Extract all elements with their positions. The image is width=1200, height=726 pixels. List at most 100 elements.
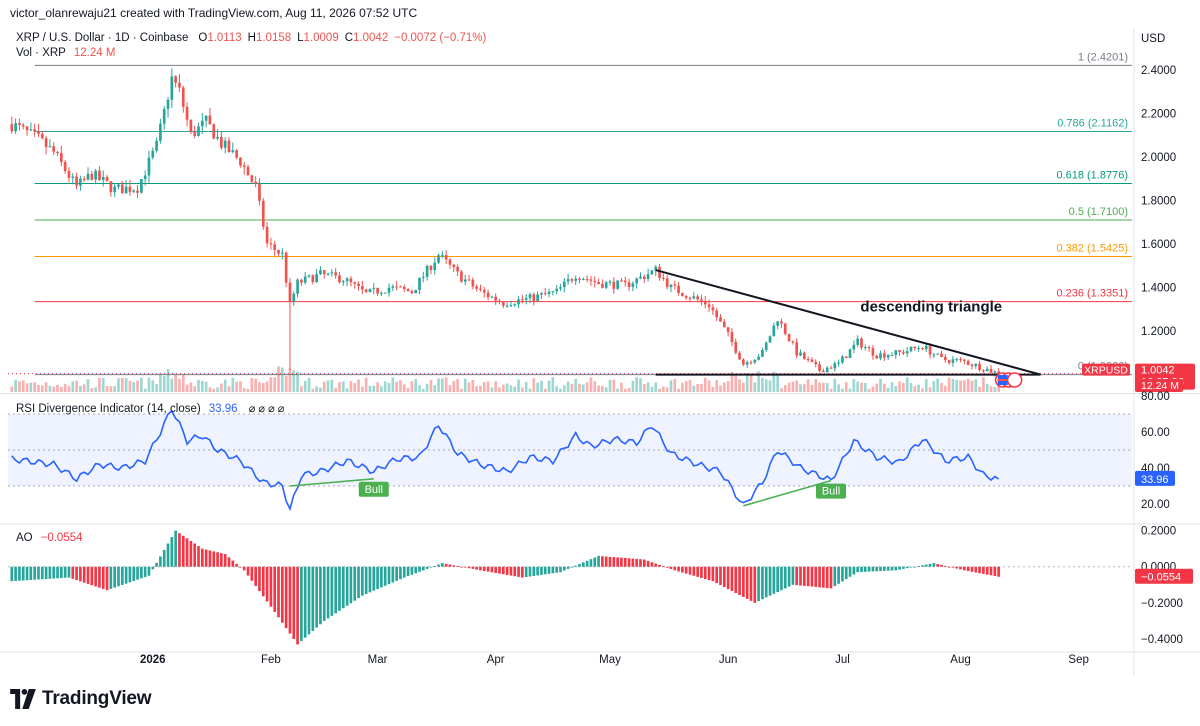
candlestick-series[interactable] <box>10 68 1000 377</box>
volume-bar <box>368 385 372 392</box>
volume-bar <box>715 380 719 392</box>
volume-bar <box>551 377 555 392</box>
ao-histogram-bar <box>56 566 59 579</box>
ao-histogram-bar <box>353 566 357 601</box>
ao-value: −0.0554 <box>41 532 83 544</box>
ao-panel[interactable]: AO −0.0554 <box>8 530 1132 645</box>
triangle-resistance-line[interactable] <box>655 269 1041 376</box>
candle-body <box>635 278 639 284</box>
candle-body <box>170 76 174 100</box>
volume-bar <box>143 388 147 392</box>
ao-histogram-bar <box>14 566 17 581</box>
volume-bar <box>372 385 376 392</box>
rsi-panel[interactable]: Bull Bull RSI Divergence Indicator (14, cl… <box>8 403 1132 512</box>
volume-bar <box>719 385 722 392</box>
candle-body <box>825 367 829 373</box>
ao-histogram-bar <box>471 566 475 569</box>
candle-body <box>917 348 920 350</box>
candle-body <box>650 270 654 275</box>
ao-histogram-bar <box>364 566 368 594</box>
candle-body <box>200 120 204 127</box>
candle-body <box>936 353 940 355</box>
volume-value: 12.24 M <box>74 47 116 59</box>
time-tick-label: Mar <box>368 654 388 666</box>
rsi-hidden-params-icon: ⌀ ⌀ ⌀ ⌀ <box>249 403 285 415</box>
candle-body <box>29 129 33 131</box>
volume-bar <box>235 381 238 392</box>
fib-retracement[interactable]: 1 (2.4201) 0.786 (2.1162) 0.618 (1.8776) 0.… <box>34 51 1132 376</box>
candle-body <box>124 186 128 194</box>
ao-histogram-bar <box>822 566 825 588</box>
ohlc-key: C <box>345 32 353 44</box>
ao-histogram-bar <box>844 566 848 580</box>
volume-badge-text: 12.24 M <box>1141 380 1179 392</box>
volume-bar <box>174 374 177 392</box>
candle-body <box>616 280 619 289</box>
volume-bar <box>890 382 894 392</box>
candle-body <box>395 286 398 288</box>
candle-body <box>311 275 315 283</box>
time-axis[interactable]: 2026 Feb Mar Apr May Jun Jul Aug Sep <box>140 654 1089 666</box>
volume-bar <box>700 384 703 392</box>
ao-histogram-bar <box>239 566 242 568</box>
volume-bar <box>982 377 985 392</box>
volume-bar <box>486 381 490 392</box>
economic-events-icon[interactable] <box>994 372 1023 388</box>
candle-body <box>159 123 162 141</box>
candle-body <box>101 177 105 180</box>
candle-body <box>421 276 425 278</box>
candle-body <box>783 323 787 334</box>
ao-histogram-bar <box>174 530 177 567</box>
ao-histogram-bar <box>863 566 867 572</box>
candle-body <box>71 176 75 178</box>
candle-body <box>162 108 166 124</box>
ohlc-key: L <box>297 32 304 44</box>
candle-body <box>334 272 338 276</box>
ao-histogram-bar <box>582 562 585 567</box>
volume-bar <box>749 375 753 392</box>
candle-body <box>928 345 932 355</box>
candle-body <box>543 293 547 295</box>
ao-histogram-bar <box>143 566 147 578</box>
candle-body <box>566 279 570 282</box>
ao-histogram-bar <box>711 566 715 582</box>
descending-triangle-drawing[interactable]: descending triangle <box>655 269 1041 376</box>
ao-histogram-bar <box>315 566 318 628</box>
ao-histogram-bar <box>623 558 627 567</box>
ao-histogram-bar <box>654 563 658 567</box>
ao-histogram-bar <box>528 566 532 577</box>
candle-body <box>905 351 909 354</box>
triangle-annotation-label: descending triangle <box>860 298 1002 315</box>
ao-histogram-bar <box>833 566 837 587</box>
candle-body <box>303 276 307 283</box>
volume-bar <box>204 381 208 392</box>
volume-bar <box>437 378 440 392</box>
candle-body <box>166 99 170 109</box>
fib-level-label: 0.236 (1.3351) <box>1056 288 1128 300</box>
ao-histogram-bar <box>875 566 879 572</box>
volume-bar <box>120 378 124 392</box>
candle-body <box>582 279 585 281</box>
candle-body <box>254 181 257 184</box>
ao-title: AO <box>16 532 33 544</box>
candle-body <box>273 244 277 251</box>
candle-body <box>555 288 558 292</box>
volume-bar <box>951 378 955 392</box>
candle-body <box>700 299 703 301</box>
candle-body <box>902 352 905 354</box>
ao-histogram-bar <box>521 566 524 578</box>
candle-body <box>856 338 860 345</box>
candle-body <box>521 299 524 301</box>
candle-body <box>315 274 318 283</box>
ao-histogram-bar <box>642 559 646 567</box>
ao-histogram-bar <box>197 546 200 567</box>
ao-histogram-bar <box>898 566 901 570</box>
candle-body <box>528 294 532 298</box>
rsi-line <box>11 409 1000 512</box>
candle-body <box>418 277 421 290</box>
volume-bar <box>540 380 543 392</box>
event-flag-icon[interactable] <box>1006 372 1023 388</box>
candle-body <box>810 359 814 363</box>
